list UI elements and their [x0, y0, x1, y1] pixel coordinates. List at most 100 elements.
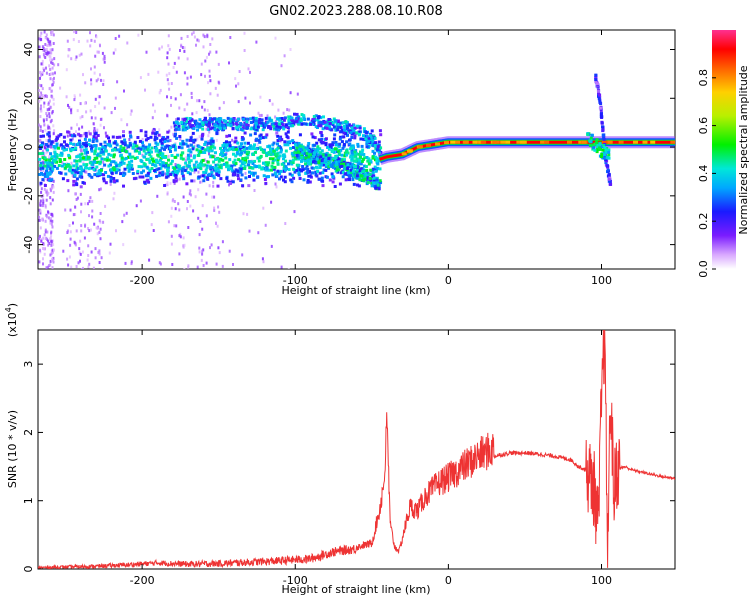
spectrogram-cell — [44, 160, 48, 164]
spectrogram-cell — [184, 126, 188, 130]
spectrogram-speckle — [215, 221, 217, 225]
spectrogram-cell — [253, 143, 256, 147]
spectrogram-speckle — [274, 36, 277, 40]
spectrogram-cell — [284, 132, 288, 136]
spectrogram-cell — [306, 117, 310, 121]
spectrogram-cell — [39, 134, 43, 138]
spectrogram-cell — [119, 153, 123, 157]
spectrogram-speckle — [167, 44, 170, 48]
spectrogram-cell — [336, 128, 340, 132]
spectrogram-speckle — [207, 81, 209, 85]
spectrogram-cell — [84, 131, 88, 135]
spectrogram-speckle — [202, 45, 205, 49]
spectrogram-cell — [242, 157, 246, 161]
spectrogram-cell — [98, 172, 102, 176]
spectrogram-cell — [220, 151, 223, 155]
spectrogram-speckle — [52, 258, 54, 262]
spectrogram-cell — [212, 176, 216, 180]
spectrogram-speckle — [38, 99, 41, 103]
spectrogram-cell — [65, 164, 69, 168]
spectrogram-cell — [58, 171, 61, 175]
spectrogram-speckle — [183, 243, 186, 247]
spectrogram-cell — [207, 128, 211, 132]
spectrogram-cell — [375, 159, 379, 163]
spectrogram-speckle — [213, 206, 216, 210]
spectrogram-cell — [166, 168, 169, 172]
spectrogram-cell — [264, 161, 268, 165]
spectrogram-cell — [144, 134, 148, 138]
spectrogram-cell — [141, 175, 145, 179]
spectrogram-cell — [313, 136, 317, 140]
spectrogram-speckle — [49, 196, 52, 200]
spectrogram-speckle — [42, 105, 45, 109]
spectrogram-speckle — [213, 195, 216, 199]
spectrogram-speckle — [198, 246, 201, 250]
spectrogram-cell — [258, 146, 262, 150]
spectrogram-speckle — [96, 50, 99, 54]
spectrogram-speckle — [172, 132, 175, 136]
spectrogram-cell — [215, 120, 218, 124]
spectrogram-cell — [588, 144, 592, 147]
spectrogram-speckle — [200, 174, 203, 178]
spectrogram-speckle — [100, 256, 103, 260]
spectrogram-cell — [93, 129, 96, 133]
spectrogram-cell — [305, 152, 309, 156]
spectrogram-cell — [120, 140, 124, 144]
spectrogram-speckle — [96, 232, 99, 236]
spectrogram-cell — [140, 165, 143, 169]
spectrogram-cell — [371, 171, 375, 175]
spectrogram-cell — [102, 152, 106, 156]
spectrogram-speckle — [46, 95, 48, 99]
spectrogram-speckle — [83, 132, 86, 136]
spectrogram-speckle — [91, 199, 94, 203]
spectrogram-cell — [607, 156, 611, 160]
spectrogram-speckle — [201, 105, 204, 109]
spectrogram-cell — [275, 174, 279, 178]
spectrogram-cell — [219, 177, 223, 181]
spectrogram-cell — [80, 168, 84, 172]
spectrogram-cell — [295, 112, 299, 116]
spectrogram-speckle — [42, 201, 45, 205]
spectrogram-speckle — [38, 37, 41, 41]
spectrogram-speckle — [135, 204, 138, 208]
spectrogram-cell — [331, 121, 335, 125]
spectrogram-cell — [376, 183, 380, 187]
spectrogram-cell — [185, 120, 188, 124]
spectrogram-speckle — [70, 126, 73, 130]
spectrogram-cell — [356, 144, 360, 148]
spectrogram-cell — [365, 145, 369, 149]
spectrogram-speckle — [79, 239, 82, 243]
spectrogram-cell — [338, 182, 342, 186]
spectrogram-cell — [181, 167, 185, 171]
spectrogram-speckle — [38, 215, 41, 219]
spectrogram-cell — [197, 145, 201, 149]
spectrogram-cell — [55, 155, 59, 159]
spectrogram-cell — [214, 158, 217, 161]
spectrogram-cell — [268, 157, 272, 161]
spectrogram-cell — [288, 159, 292, 163]
spectrogram-cell — [192, 156, 196, 160]
spectrogram-cell — [219, 146, 222, 150]
spectrogram-cell — [204, 168, 208, 172]
spectrogram-cell — [38, 147, 42, 150]
spectrogram-cell — [320, 176, 324, 180]
spectrogram-cell — [325, 123, 329, 127]
spectrogram-speckle — [248, 229, 251, 233]
spectrogram-cell — [201, 121, 204, 125]
spectrogram-speckle — [40, 91, 43, 95]
spectrogram-cell — [69, 149, 73, 153]
spectrogram-speckle — [57, 63, 60, 67]
spectrogram-cell — [71, 134, 74, 138]
spectrogram-speckle — [113, 191, 116, 195]
spectrogram-cell — [247, 184, 251, 188]
spectrogram-cell — [201, 174, 205, 178]
spectrogram-cell — [298, 168, 302, 172]
spectrogram-cell — [123, 167, 127, 171]
spectrogram-cell — [286, 143, 290, 147]
spectrogram-cell — [333, 147, 337, 151]
spectrogram-cell — [279, 169, 283, 173]
spectrogram-cell — [174, 165, 178, 169]
spectrogram-speckle — [42, 161, 45, 165]
spectrogram-cell — [377, 140, 381, 144]
spectrogram-speckle — [40, 109, 43, 113]
